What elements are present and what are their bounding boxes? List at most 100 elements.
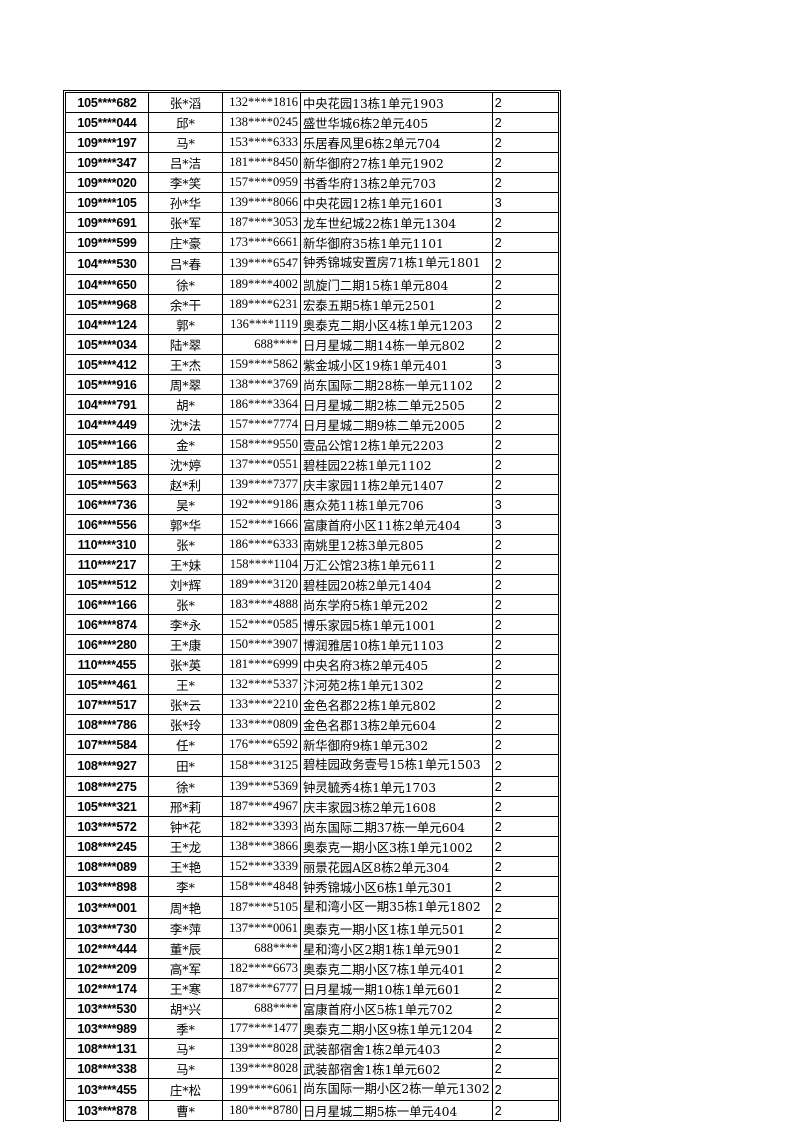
cell-household-count: 2: [491, 1100, 559, 1121]
table-row: 109****599 庄*豪 173****6661 新华御府35栋1单元1101 2: [65, 232, 559, 253]
cell-masked-phone: 157****7774: [222, 414, 301, 435]
cell-address: 武装部宿舍1栋2单元403: [300, 1038, 493, 1059]
cell-household-count: 2: [491, 998, 559, 1019]
cell-masked-phone: 186****3364: [222, 394, 301, 415]
cell-masked-id: 109****691: [65, 212, 149, 233]
table-row: 105****044 邱* 138****0245 盛世华城6栋2单元405 2: [65, 112, 559, 133]
cell-address: 博乐家园5栋1单元1001: [300, 614, 493, 635]
cell-masked-id: 106****556: [65, 514, 149, 535]
cell-masked-name: 胡*: [148, 394, 223, 415]
cell-masked-phone: 688****: [222, 938, 301, 959]
cell-masked-name: 胡*兴: [148, 998, 223, 1019]
cell-masked-name: 沈*婷: [148, 454, 223, 475]
cell-masked-name: 王*寒: [148, 978, 223, 999]
cell-address: 博润雅居10栋1单元1103: [300, 634, 493, 655]
cell-household-count: 2: [491, 918, 559, 939]
cell-masked-id: 104****650: [65, 274, 149, 295]
cell-masked-id: 103****572: [65, 816, 149, 837]
cell-address: 尚东国际二期37栋一单元604: [300, 816, 493, 837]
cell-masked-id: 105****044: [65, 112, 149, 133]
cell-masked-phone: 173****6661: [222, 232, 301, 253]
cell-masked-phone: 186****6333: [222, 534, 301, 555]
cell-household-count: 3: [491, 192, 559, 213]
cell-masked-name: 吕*洁: [148, 152, 223, 173]
cell-household-count: 2: [491, 172, 559, 193]
cell-masked-phone: 158****4848: [222, 876, 301, 897]
cell-address: 日月星城一期10栋1单元601: [300, 978, 493, 999]
cell-household-count: 2: [491, 856, 559, 877]
cell-masked-name: 王*杰: [148, 354, 223, 375]
table-row: 103****989 季* 177****1477 奥泰克二期小区9栋1单元1204 2: [65, 1018, 559, 1039]
cell-household-count: 2: [491, 474, 559, 495]
cell-address: 奥泰克二期小区4栋1单元1203: [300, 314, 493, 335]
cell-address: 星和湾小区2期1栋1单元901: [300, 938, 493, 959]
cell-masked-name: 王*龙: [148, 836, 223, 857]
cell-masked-id: 108****131: [65, 1038, 149, 1059]
cell-household-count: 2: [491, 434, 559, 455]
cell-masked-id: 105****916: [65, 374, 149, 395]
cell-masked-name: 周*艳: [148, 896, 223, 919]
cell-masked-phone: 138****0245: [222, 112, 301, 133]
cell-masked-phone: 132****1816: [222, 92, 301, 113]
cell-masked-phone: 139****6547: [222, 252, 301, 275]
cell-household-count: 2: [491, 414, 559, 435]
cell-address: 尚东国际二期28栋一单元1102: [300, 374, 493, 395]
cell-masked-id: 103****730: [65, 918, 149, 939]
cell-masked-phone: 187****4967: [222, 796, 301, 817]
cell-masked-name: 邱*: [148, 112, 223, 133]
cell-masked-id: 102****209: [65, 958, 149, 979]
table-row: 102****209 高*军 182****6673 奥泰克二期小区7栋1单元401 2: [65, 958, 559, 979]
cell-address: 金色名郡13栋2单元604: [300, 714, 493, 735]
cell-masked-phone: 137****0551: [222, 454, 301, 475]
cell-address: 日月星城二期14栋一单元802: [300, 334, 493, 355]
cell-masked-name: 赵*利: [148, 474, 223, 495]
cell-masked-id: 105****563: [65, 474, 149, 495]
cell-masked-phone: 183****4888: [222, 594, 301, 615]
cell-masked-name: 李*: [148, 876, 223, 897]
cell-household-count: 2: [491, 754, 559, 777]
cell-household-count: 2: [491, 714, 559, 735]
table-row: 109****347 吕*洁 181****8450 新华御府27栋1单元1902 2: [65, 152, 559, 173]
cell-masked-name: 李*永: [148, 614, 223, 635]
cell-masked-phone: 139****7377: [222, 474, 301, 495]
cell-masked-name: 余*干: [148, 294, 223, 315]
table-row: 103****572 钟*花 182****3393 尚东国际二期37栋一单元604 2: [65, 816, 559, 837]
cell-household-count: 2: [491, 594, 559, 615]
cell-masked-name: 张*英: [148, 654, 223, 675]
cell-household-count: 2: [491, 1018, 559, 1039]
cell-masked-id: 109****020: [65, 172, 149, 193]
table-row: 105****034 陆*翠 688**** 日月星城二期14栋一单元802 2: [65, 334, 559, 355]
table-row: 105****461 王* 132****5337 汴河苑2栋1单元1302 2: [65, 674, 559, 695]
cell-address: 盛世华城6栋2单元405: [300, 112, 493, 133]
cell-address: 碧桂园20栋2单元1404: [300, 574, 493, 595]
cell-masked-phone: 181****8450: [222, 152, 301, 173]
cell-masked-id: 105****412: [65, 354, 149, 375]
cell-address: 金色名郡22栋1单元802: [300, 694, 493, 715]
cell-masked-phone: 182****3393: [222, 816, 301, 837]
cell-household-count: 2: [491, 112, 559, 133]
table-row: 107****584 任* 176****6592 新华御府9栋1单元302 2: [65, 734, 559, 755]
cell-masked-name: 郭*: [148, 314, 223, 335]
cell-masked-phone: 158****3125: [222, 754, 301, 777]
cell-household-count: 2: [491, 374, 559, 395]
table-row: 104****650 徐* 189****4002 凯旋门二期15栋1单元804 2: [65, 274, 559, 295]
table-row: 103****878 曹* 180****8780 日月星城二期5栋一单元404 2: [65, 1100, 559, 1121]
cell-masked-id: 105****968: [65, 294, 149, 315]
table-row: 103****898 李* 158****4848 钟秀锦城小区6栋1单元301 2: [65, 876, 559, 897]
cell-masked-phone: 158****1104: [222, 554, 301, 575]
cell-masked-name: 邢*莉: [148, 796, 223, 817]
cell-address: 碧桂园22栋1单元1102: [300, 454, 493, 475]
cell-household-count: 2: [491, 152, 559, 173]
table-row: 108****927 田* 158****3125 碧桂园政务壹号15栋1单元1503…: [65, 754, 559, 777]
cell-masked-phone: 159****5862: [222, 354, 301, 375]
cell-masked-name: 徐*: [148, 776, 223, 797]
table-row: 108****338 马* 139****8028 武装部宿舍1栋1单元602 2: [65, 1058, 559, 1079]
cell-address: 富康首府小区5栋1单元702: [300, 998, 493, 1019]
cell-household-count: 3: [491, 494, 559, 515]
cell-masked-name: 吴*: [148, 494, 223, 515]
cell-masked-phone: 688****: [222, 334, 301, 355]
cell-masked-id: 105****034: [65, 334, 149, 355]
cell-address: 凯旋门二期15栋1单元804: [300, 274, 493, 295]
cell-masked-id: 110****455: [65, 654, 149, 675]
cell-address: 壹品公馆12栋1单元2203: [300, 434, 493, 455]
